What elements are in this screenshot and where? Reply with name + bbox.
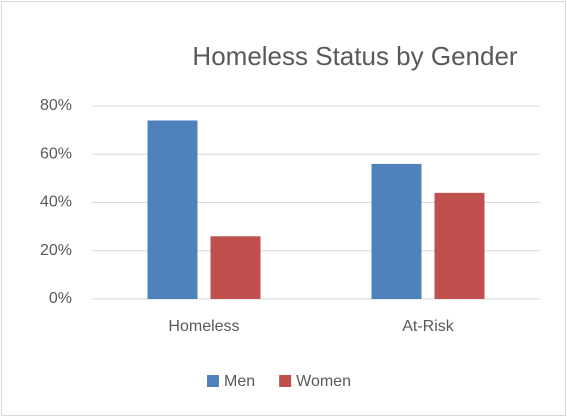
legend-swatch (207, 375, 219, 387)
y-tick-label: 60% (40, 145, 72, 162)
y-tick-label: 0% (49, 290, 72, 307)
bar (434, 192, 485, 299)
y-tick-label: 40% (40, 194, 72, 211)
bar (210, 236, 261, 299)
legend-swatch (279, 375, 292, 387)
chart-title: Homeless Status by Gender (192, 41, 517, 71)
y-tick-label: 80% (40, 97, 72, 114)
legend-label: Men (224, 373, 255, 390)
x-tick-label: Homeless (168, 318, 239, 335)
x-tick-label: At-Risk (402, 318, 455, 335)
bar (147, 120, 198, 299)
y-tick-label: 20% (40, 242, 72, 259)
bar (371, 163, 422, 299)
legend-label: Women (296, 373, 351, 390)
